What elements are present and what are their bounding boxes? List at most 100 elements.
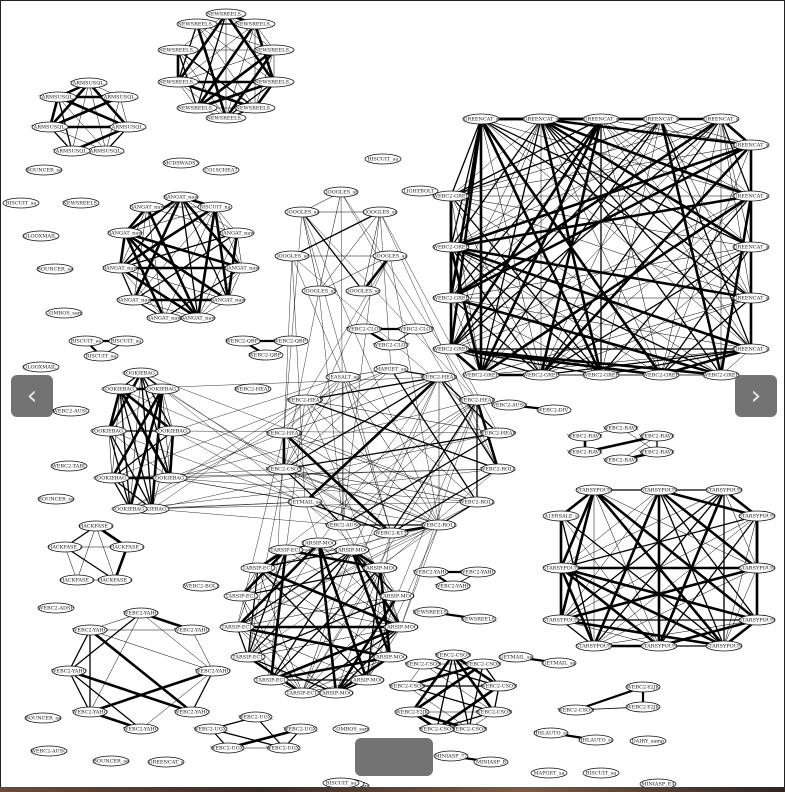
graph-node[interactable]: MINIASP_77 bbox=[433, 750, 469, 762]
graph-node[interactable]: NEWSREELS... bbox=[157, 76, 199, 88]
graph-node[interactable]: BISCUIT_sa bbox=[68, 335, 104, 347]
graph-node[interactable]: NEWSREELS... bbox=[253, 76, 295, 88]
graph-node[interactable]: TARMSUSQL... bbox=[87, 145, 126, 157]
graph-node[interactable]: BANGAT_naw bbox=[102, 262, 138, 274]
graph-node[interactable]: WEBC2-AUSO bbox=[52, 405, 90, 417]
graph-node[interactable]: NEWSREELS... bbox=[157, 44, 199, 56]
graph-node[interactable]: TARMSUSQL... bbox=[53, 145, 92, 157]
graph-node[interactable]: HACKFASE_s bbox=[47, 541, 83, 553]
graph-node[interactable]: TARMSUSQL... bbox=[39, 91, 78, 103]
graph-node[interactable]: HHLAUTO_sa bbox=[533, 727, 569, 739]
graph-node[interactable]: HACKFASE_s bbox=[59, 574, 95, 586]
graph-node[interactable]: GOOGLES_sr bbox=[362, 206, 398, 218]
graph-node[interactable]: WEBC2-YAHO bbox=[51, 665, 87, 677]
graph-node[interactable]: A1ERSALE_s bbox=[542, 510, 580, 522]
graph-node[interactable]: NEWSREELS_ bbox=[63, 197, 100, 209]
graph-node[interactable]: BISCUIT_sa bbox=[582, 767, 620, 779]
graph-node[interactable]: BANGAT_naw bbox=[129, 201, 165, 213]
graph-node[interactable]: TARSIP-MOO bbox=[372, 651, 408, 663]
graph-node[interactable]: WEBC2-YAHO bbox=[123, 723, 159, 735]
graph-node[interactable]: WEBC2-Y2JK bbox=[625, 681, 661, 693]
graph-node[interactable]: WEBC2-RAVE bbox=[567, 446, 603, 458]
graph-node[interactable]: GREENCAT_s bbox=[732, 343, 770, 355]
graph-node[interactable]: GOOGLES_sb bbox=[324, 186, 359, 198]
graph-node[interactable]: STARSYPOUN bbox=[738, 614, 776, 626]
graph-node[interactable]: COOKIEBAG... bbox=[93, 472, 131, 484]
graph-node[interactable]: WEBC2-BOLI bbox=[182, 580, 220, 592]
graph-node[interactable]: GREENCAT_s bbox=[702, 113, 740, 125]
graph-node[interactable]: TARSIP-ECL bbox=[268, 544, 304, 556]
graph-node[interactable]: TARMSUSQL... bbox=[101, 91, 140, 103]
graph-node[interactable]: TARSIP-MOO bbox=[318, 687, 354, 699]
graph-node[interactable]: MAPGET_sa bbox=[373, 363, 409, 375]
graph-node[interactable]: BOUNCER_sa bbox=[24, 712, 62, 724]
graph-node[interactable]: GOOGLES_sn bbox=[346, 285, 382, 297]
graph-node[interactable]: BOUNCER_sa bbox=[37, 493, 75, 505]
graph-node[interactable]: BANGAT_naw bbox=[219, 227, 255, 239]
graph-node[interactable]: WEBC2-DIV_ bbox=[536, 404, 572, 416]
graph-node[interactable]: STARSYPOUN bbox=[640, 484, 678, 496]
graph-node[interactable]: STARSYPOUN bbox=[542, 614, 580, 626]
graph-node[interactable]: BOUNCER_sa bbox=[25, 164, 63, 176]
graph-node[interactable]: WEBC2-GREE bbox=[702, 369, 740, 381]
graph-node[interactable]: GLOOXMAIL_ bbox=[22, 361, 60, 373]
graph-node[interactable]: GOOGLES_sa bbox=[372, 250, 408, 262]
graph-node[interactable]: WEBC2-CSON bbox=[419, 723, 457, 735]
graph-node[interactable]: WEBC2-CSON bbox=[405, 658, 443, 670]
graph-node[interactable]: TARSIP-ECL bbox=[240, 562, 276, 574]
graph-node[interactable]: WEBC2-HEAD bbox=[287, 394, 324, 406]
graph-node[interactable]: WEBC2-ROLL bbox=[480, 463, 517, 475]
graph-node[interactable]: GREENCAT_s bbox=[462, 113, 500, 125]
graph-node[interactable]: NEWSREELS... bbox=[234, 102, 276, 114]
graph-node[interactable]: BANGAT_naw bbox=[163, 191, 199, 203]
graph-node[interactable]: GREENCAT_s bbox=[732, 190, 770, 202]
graph-node[interactable]: TARMSUSQL... bbox=[70, 77, 109, 89]
graph-node[interactable]: WEBC2-GREE bbox=[642, 369, 680, 381]
graph-node[interactable]: WEBC2-CSON bbox=[451, 723, 489, 735]
graph-node[interactable]: NEWSREELS... bbox=[253, 44, 295, 56]
graph-node[interactable]: STARSYPOUN bbox=[542, 562, 580, 574]
graph-node[interactable]: BISCUIT_sa bbox=[108, 335, 144, 347]
graph-node[interactable]: STARSYPOUN bbox=[705, 640, 743, 652]
graph-node[interactable]: WEBC2-RAVE bbox=[639, 446, 675, 458]
graph-node[interactable]: TARSIP-MOO bbox=[379, 590, 415, 602]
graph-node[interactable]: HACKFASE_s bbox=[97, 574, 133, 586]
graph-node[interactable]: WEBC2-UGX_ bbox=[266, 742, 302, 754]
graph-node[interactable]: BANGAT_naw bbox=[146, 312, 182, 324]
graph-node[interactable]: WEBC2-CSON bbox=[266, 463, 304, 475]
graph-node[interactable]: COOKIEBAG... bbox=[101, 383, 139, 395]
graph-node[interactable]: WEBC2-CSON bbox=[435, 649, 473, 661]
graph-node[interactable]: COOKIEBAG... bbox=[151, 472, 189, 484]
graph-node[interactable]: WEBC2-Y2JK bbox=[394, 706, 430, 718]
graph-node[interactable]: WEBC2-HEAD bbox=[459, 394, 496, 406]
graph-node[interactable]: BANGAT_naw bbox=[107, 227, 143, 239]
next-button[interactable]: › bbox=[735, 375, 777, 417]
graph-node[interactable]: COOKIEBAG... bbox=[154, 425, 192, 437]
graph-node[interactable]: BANGAT_naw bbox=[180, 312, 216, 324]
graph-node[interactable]: WEBC2-AUSO bbox=[30, 745, 68, 757]
graph-node[interactable]: WEBC2-HEAD bbox=[235, 383, 272, 395]
graph-node[interactable]: WEBC2-GREE bbox=[432, 241, 470, 253]
graph-node[interactable]: TARSIP-ECL bbox=[223, 590, 259, 602]
graph-node[interactable]: WEBC2-HEAD bbox=[421, 371, 458, 383]
graph-node[interactable]: WEBC2-RAVE bbox=[603, 422, 639, 434]
graph-node[interactable]: STARSYPOUN bbox=[738, 562, 776, 574]
graph-node[interactable]: COOKIEBAG... bbox=[90, 425, 128, 437]
graph-node[interactable]: GOOGLES_sd bbox=[275, 250, 311, 262]
graph-node[interactable]: NEWSREELS_ bbox=[413, 606, 450, 618]
graph-node[interactable]: BISCUIT_sa bbox=[2, 197, 40, 209]
graph-node[interactable]: WEBC2-UGX_ bbox=[193, 723, 229, 735]
graph-node[interactable]: WEBC2-ROLL bbox=[459, 496, 496, 508]
graph-node[interactable]: COOKIEBAG... bbox=[143, 383, 181, 395]
graph-node[interactable]: BISCUIT_sa bbox=[364, 153, 402, 165]
graph-node[interactable]: WEBC2-YAHO bbox=[174, 624, 210, 636]
graph-node[interactable]: WEBC2-GREE bbox=[462, 369, 500, 381]
graph-node[interactable]: BANGAT_naw bbox=[116, 294, 152, 306]
graph-node[interactable]: TARSIP-MOO bbox=[301, 537, 337, 549]
graph-node[interactable]: BANGAT_naw bbox=[224, 262, 260, 274]
graph-node[interactable]: COOKIEBAG... bbox=[111, 503, 149, 515]
graph-node[interactable]: CO1SCHEA7 bbox=[202, 164, 240, 176]
graph-node[interactable]: WEBC2-CSON bbox=[465, 658, 503, 670]
graph-node[interactable]: TARSIP-ECL bbox=[253, 674, 289, 686]
graph-node[interactable]: GREENCAT_s bbox=[522, 113, 560, 125]
